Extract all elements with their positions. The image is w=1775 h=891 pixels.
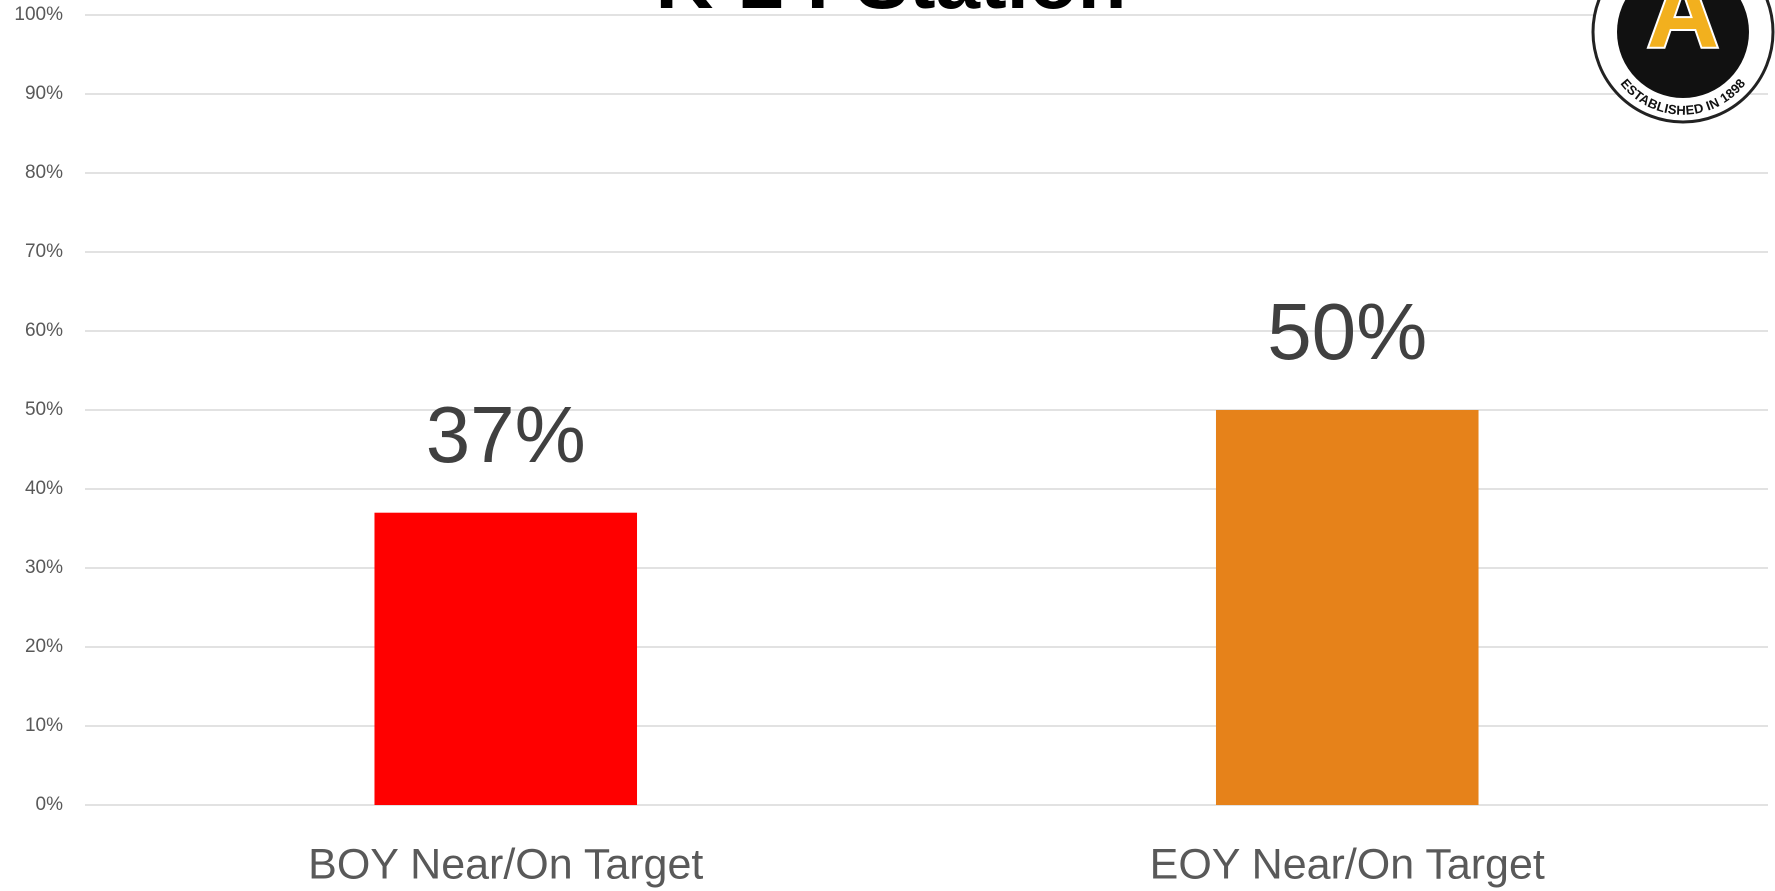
bar <box>374 512 638 805</box>
logo-disc <box>1617 0 1749 98</box>
value-label: 37% <box>426 390 586 479</box>
logo: ESTABLISHED IN 1898 A <box>1591 0 1775 124</box>
y-tick-label: 20% <box>25 636 63 657</box>
y-tick-label: 100% <box>14 4 63 25</box>
bar <box>1215 410 1479 805</box>
plot: 0% 10% 20% 30% 40% 50% 60% 70% 80% 90% 100% 37% BOY … <box>14 4 1768 888</box>
logo-letter: A <box>1647 0 1719 68</box>
chart-title: K-2 I-Station <box>655 0 1126 25</box>
y-tick-label: 90% <box>25 83 63 104</box>
y-tick-label: 40% <box>25 478 63 499</box>
y-tick-label: 10% <box>25 715 63 736</box>
x-tick-label: BOY Near/On Target <box>308 840 703 888</box>
y-tick-label: 70% <box>25 241 63 262</box>
y-tick-label: 80% <box>25 162 63 183</box>
y-tick-label: 60% <box>25 320 63 341</box>
y-tick-label: 0% <box>36 794 64 815</box>
y-tick-label: 50% <box>25 399 63 420</box>
x-tick-label: EOY Near/On Target <box>1150 840 1545 888</box>
value-label: 50% <box>1267 287 1427 376</box>
y-tick-label: 30% <box>25 557 63 578</box>
